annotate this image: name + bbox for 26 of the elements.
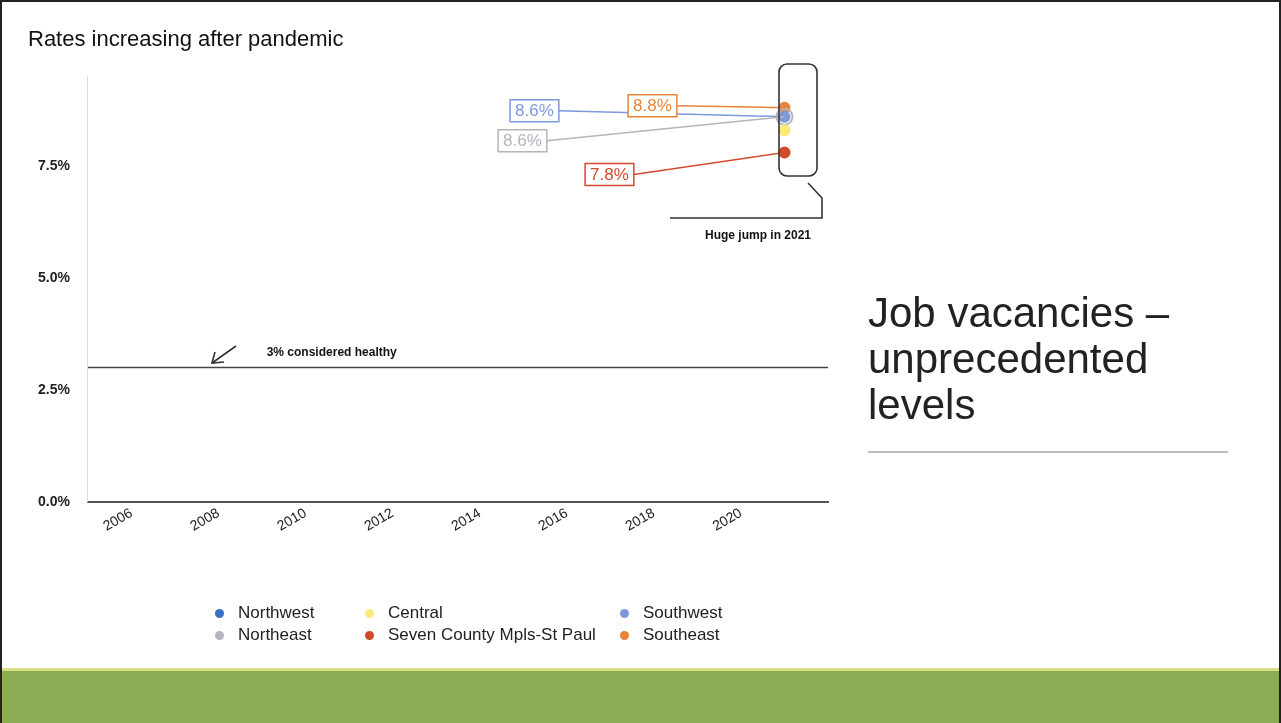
ref-line-label: 3% considered healthy bbox=[266, 344, 398, 359]
data-label: 8.8% bbox=[633, 96, 672, 116]
x-tick-label: 2012 bbox=[361, 504, 397, 534]
x-tick-label: 2016 bbox=[535, 504, 571, 534]
legend-label: Southeast bbox=[642, 625, 721, 645]
y-tick-label: 2.5% bbox=[37, 380, 71, 397]
data-label: 8.6% bbox=[515, 101, 554, 121]
annotation: Huge jump in 2021 bbox=[704, 228, 812, 242]
legend-label: Northeast bbox=[237, 625, 313, 645]
x-tick-label: 2020 bbox=[709, 504, 745, 534]
x-tick-label: 2018 bbox=[622, 504, 658, 534]
legend-label: Central bbox=[387, 603, 444, 623]
chart-title: Rates increasing after pandemic bbox=[28, 26, 344, 52]
y-tick-label: 5.0% bbox=[37, 268, 71, 285]
text: Job vacancies – unprecedented levels bbox=[868, 289, 1228, 453]
data-label: 8.6% bbox=[503, 131, 542, 151]
legend-label: Southwest bbox=[642, 603, 724, 623]
y-tick-label: 7.5% bbox=[37, 156, 71, 173]
legend-label: Seven County Mpls-St Paul bbox=[387, 625, 597, 645]
x-tick-label: 2010 bbox=[274, 504, 310, 534]
legend-label: Northwest bbox=[237, 603, 316, 623]
y-tick-label: 0.0% bbox=[37, 492, 71, 509]
x-tick-label: 2014 bbox=[448, 504, 484, 534]
x-tick-label: 2008 bbox=[186, 504, 223, 534]
data-label: 7.8% bbox=[590, 165, 629, 185]
x-tick-label: 2006 bbox=[99, 504, 136, 534]
